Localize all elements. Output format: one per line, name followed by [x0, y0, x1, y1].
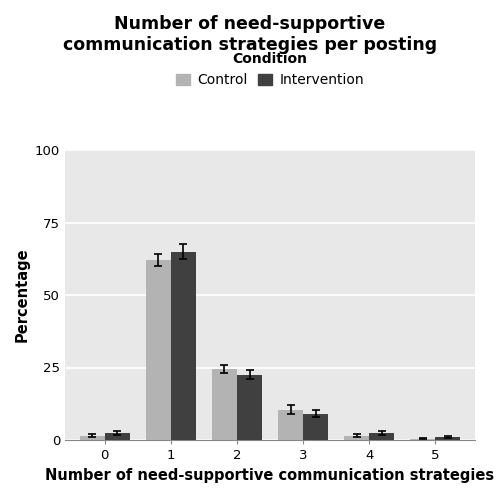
X-axis label: Number of need-supportive communication strategies: Number of need-supportive communication … — [46, 468, 494, 482]
Bar — [436, 437, 460, 440]
Bar — [278, 410, 303, 440]
Y-axis label: Percentage: Percentage — [14, 248, 30, 342]
Bar — [171, 252, 196, 440]
Bar — [303, 414, 328, 440]
Text: Number of need-supportive
communication strategies per posting: Number of need-supportive communication … — [63, 15, 437, 54]
Bar — [344, 436, 369, 440]
Bar — [237, 375, 262, 440]
Bar — [146, 260, 171, 440]
Legend: Control, Intervention: Control, Intervention — [170, 46, 370, 93]
Bar — [369, 432, 394, 440]
Bar — [410, 438, 436, 440]
Bar — [104, 432, 130, 440]
Bar — [80, 436, 104, 440]
Bar — [212, 369, 237, 440]
